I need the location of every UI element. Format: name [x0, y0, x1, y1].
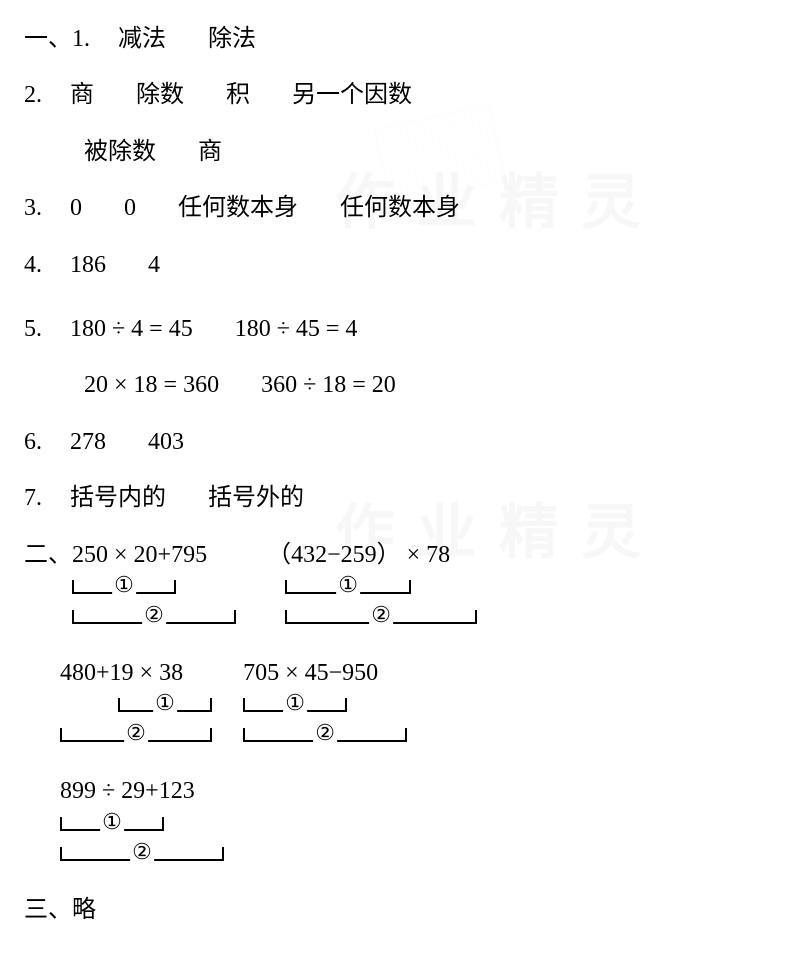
- section2: 二、 250 × 20+795 ① ② （432−259） × 78 ①: [24, 536, 776, 871]
- q2-a: 商: [70, 82, 94, 108]
- q3-a: 0: [70, 195, 82, 221]
- diagram-2-step1: ①: [153, 685, 177, 720]
- q5-eq1: 180 ÷ 4 = 45: [70, 316, 193, 342]
- q5-eq2: 180 ÷ 45 = 4: [235, 316, 358, 342]
- q6-num: 6.: [24, 429, 42, 455]
- q2-d: 另一个因数: [292, 82, 412, 108]
- q4-a: 186: [70, 252, 106, 278]
- q3-line: 3. 0 0 任何数本身 任何数本身: [24, 189, 776, 227]
- section3-text: 略: [72, 897, 96, 923]
- q7-num: 7.: [24, 485, 42, 511]
- diagram-3-expr: 705 × 45−950: [243, 654, 378, 692]
- diagram-2-b1: ①: [118, 698, 212, 712]
- diagram-0: 250 × 20+795 ① ②: [72, 536, 207, 634]
- q1-line: 一、1. 减法 除法: [24, 20, 776, 58]
- q2-f: 商: [198, 139, 222, 165]
- q7-line: 7. 括号内的 括号外的: [24, 479, 776, 517]
- diagram-2-step2: ②: [124, 715, 148, 750]
- q5-line2: 20 × 18 = 360 360 ÷ 18 = 20: [24, 366, 776, 404]
- q6-line: 6. 278 403: [24, 423, 776, 461]
- q2-e: 被除数: [84, 139, 156, 165]
- q1-a: 减法: [118, 26, 166, 52]
- diagram-2: 480+19 × 38 ① ②: [60, 654, 183, 752]
- q1-num: 1.: [72, 26, 90, 52]
- q5-eq3: 20 × 18 = 360: [84, 372, 219, 398]
- document-content: 一、1. 减法 除法 2. 商 除数 积 另一个因数 被除数 商 3. 0 0 …: [24, 20, 776, 929]
- diagram-3-b2: ②: [243, 728, 407, 742]
- diagram-4: 899 ÷ 29+123 ① ②: [60, 772, 195, 870]
- diagram-4-b2: ②: [60, 847, 224, 861]
- diagram-0-expr: 250 × 20+795: [72, 536, 207, 574]
- q2-b: 除数: [136, 82, 184, 108]
- diagram-2-b2: ②: [60, 728, 212, 742]
- section3-line: 三、略: [24, 891, 776, 929]
- q2-line2: 被除数 商: [24, 133, 776, 171]
- diagram-1-b1: ①: [285, 580, 411, 594]
- q4-num: 4.: [24, 252, 42, 278]
- q7-a: 括号内的: [70, 485, 166, 511]
- diagram-0-b1: ①: [72, 580, 176, 594]
- q2-line1: 2. 商 除数 积 另一个因数: [24, 76, 776, 114]
- diagram-1-step1: ①: [336, 567, 360, 602]
- diagram-0-b2: ②: [72, 610, 236, 624]
- diagram-3: 705 × 45−950 ① ②: [243, 654, 378, 752]
- diagram-4-expr: 899 ÷ 29+123: [60, 772, 195, 810]
- section3-heading: 三、: [24, 897, 72, 923]
- diagram-0-step2: ②: [142, 597, 166, 632]
- q6-a: 278: [70, 429, 106, 455]
- q6-b: 403: [148, 429, 184, 455]
- diagram-1: （432−259） × 78 ① ②: [267, 536, 450, 634]
- q2-num: 2.: [24, 82, 42, 108]
- section1-heading: 一、: [24, 26, 72, 52]
- diagram-4-step2: ②: [130, 834, 154, 869]
- q3-b: 0: [124, 195, 136, 221]
- q1-b: 除法: [208, 26, 256, 52]
- diagram-3-step1: ①: [283, 685, 307, 720]
- q3-d: 任何数本身: [340, 195, 460, 221]
- diagram-4-b1: ①: [60, 817, 164, 831]
- q3-c: 任何数本身: [178, 195, 298, 221]
- q4-b: 4: [148, 252, 160, 278]
- q5-eq4: 360 ÷ 18 = 20: [261, 372, 396, 398]
- q4-line: 4. 186 4: [24, 246, 776, 284]
- q5-num: 5.: [24, 316, 42, 342]
- diagram-3-step2: ②: [313, 715, 337, 750]
- diagram-1-b2: ②: [285, 610, 477, 624]
- q2-c: 积: [226, 82, 250, 108]
- diagram-1-step2: ②: [369, 597, 393, 632]
- diagram-3-b1: ①: [243, 698, 347, 712]
- q3-num: 3.: [24, 195, 42, 221]
- diagram-0-step1: ①: [112, 567, 136, 602]
- q7-b: 括号外的: [208, 485, 304, 511]
- diagram-4-step1: ①: [100, 804, 124, 839]
- section2-heading: 二、: [24, 536, 72, 574]
- q5-line1: 5. 180 ÷ 4 = 45 180 ÷ 45 = 4: [24, 310, 776, 348]
